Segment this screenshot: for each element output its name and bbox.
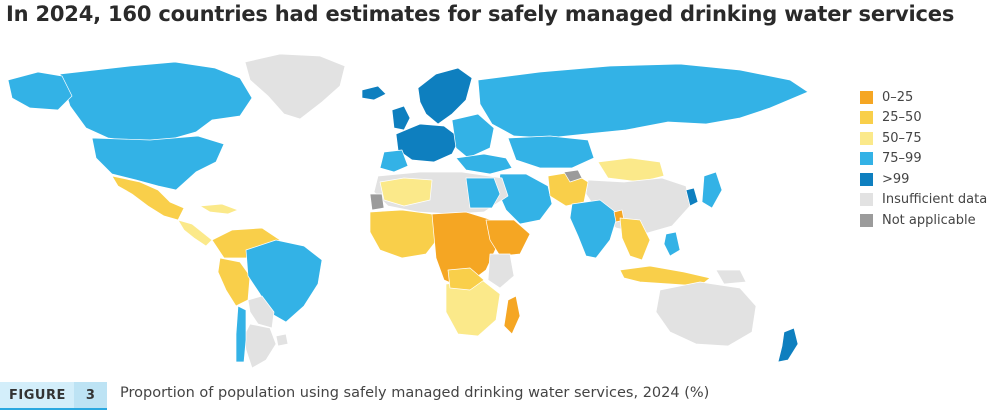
legend-swatch-nap [860,213,873,227]
legend-item-q3: 75–99 [860,149,995,170]
region-madagascar [503,295,521,335]
region-angola [447,267,485,291]
region-australia [655,281,757,347]
region-central-asia [507,135,595,169]
legend-swatch-q2 [860,131,873,145]
legend-label-q2: 50–75 [882,130,922,146]
region-canada [59,61,253,143]
region-philippines [663,231,681,257]
legend-swatch-na [860,193,873,207]
legend-item-nap: Not applicable [860,210,995,231]
region-iberia [379,149,409,173]
region-maghreb [379,177,433,207]
figure-number: 3 [73,382,107,408]
region-middle-east [497,173,553,225]
region-bolivia [247,295,275,329]
legend-label-q1: 25–50 [882,110,922,126]
region-kenya [487,253,515,289]
map-legend: 0–25 25–50 50–75 75–99 >99 Insufficient data N… [860,87,995,231]
figure-caption: Proportion of population using safely ma… [120,385,710,401]
region-southern-africa [445,279,501,337]
region-eastern-europe [451,113,495,159]
region-afghanistan [563,169,583,183]
legend-label-q4: >99 [882,171,910,187]
region-japan [701,171,723,209]
figure-label: FIGURE [0,382,74,408]
region-papua [715,269,747,285]
region-central-america [177,219,213,247]
region-usa [91,135,225,191]
region-greenland [244,53,346,120]
region-new-zealand [777,327,799,363]
region-west-africa [369,209,441,259]
legend-item-q1: 25–50 [860,108,995,129]
legend-label-nap: Not applicable [882,212,976,228]
region-russia [477,63,809,139]
legend-item-q2: 50–75 [860,128,995,149]
region-turkey [455,153,513,175]
region-india [569,199,619,259]
legend-swatch-q1 [860,111,873,125]
region-iceland [361,85,387,101]
region-uruguay [275,333,289,347]
legend-item-na: Insufficient data [860,190,995,211]
region-alaska [7,71,73,111]
region-uk [391,105,411,131]
legend-swatch-q3 [860,152,873,166]
legend-label-q3: 75–99 [882,151,922,167]
world-map [0,44,820,372]
world-map-svg [7,53,809,369]
region-caribbean [199,203,239,215]
legend-item-q4: >99 [860,169,995,190]
legend-label-q0: 0–25 [882,89,914,105]
region-central-africa [431,211,499,289]
region-western-europe [395,123,461,163]
chart-title: In 2024, 160 countries had estimates for… [6,2,955,26]
figure-tag: FIGURE 3 [0,382,107,410]
region-korea [685,187,699,207]
legend-swatch-q4 [860,172,873,186]
legend-swatch-q0 [860,90,873,104]
region-east-africa [485,219,531,257]
region-mongolia [597,157,665,183]
legend-label-na: Insufficient data [882,192,988,208]
legend-item-q0: 0–25 [860,87,995,108]
region-scandinavia [417,67,473,125]
region-argentina [243,323,277,369]
region-southeast-asia [619,217,651,261]
region-chile [235,305,247,363]
region-egypt [465,177,501,209]
region-western-sahara [369,193,385,211]
region-peru [217,257,251,307]
